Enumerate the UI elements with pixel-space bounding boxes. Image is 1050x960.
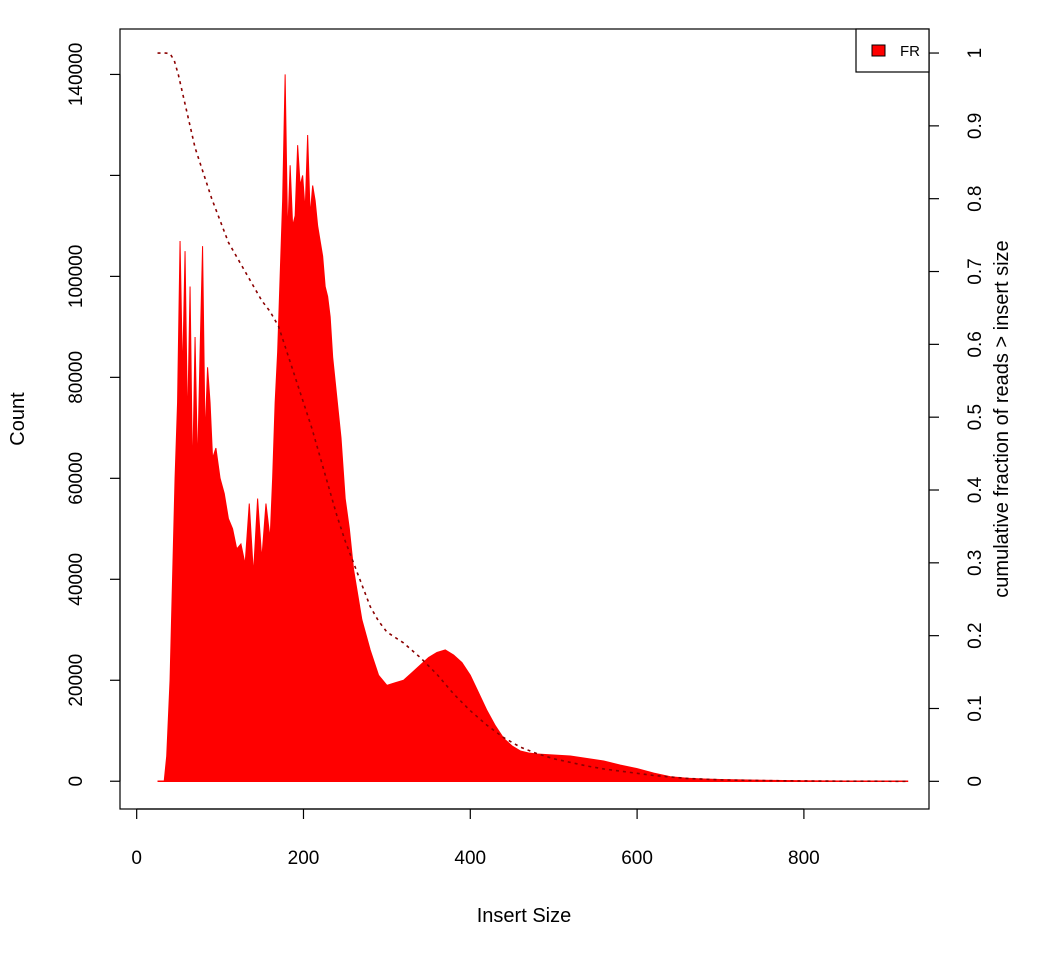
y-tick-label: 80000 <box>66 351 87 404</box>
y-axis-title: Count <box>7 392 29 446</box>
histogram-area-fr <box>157 74 909 782</box>
legend-swatch-fr <box>871 44 886 57</box>
y2-tick-label: 0.4 <box>965 476 986 503</box>
legend-label-fr: FR <box>900 43 920 60</box>
cumulative-line-layer <box>157 52 909 783</box>
x-tick-label: 200 <box>288 848 320 869</box>
y-axis-left: 0 20000 40000 60000 80000 100000 140000 <box>66 43 121 787</box>
y2-tick-label: 0.7 <box>965 258 986 284</box>
y-tick-label: 140000 <box>66 43 87 106</box>
y-tick-label: 20000 <box>66 654 87 707</box>
y2-tick-label: 0.6 <box>965 331 986 357</box>
y2-tick-label: 0 <box>965 776 986 787</box>
x-axis: 0 200 400 600 800 <box>131 808 820 869</box>
x-axis-title: Insert Size <box>477 905 571 927</box>
y2-tick-label: 0.8 <box>965 185 986 211</box>
x-tick-label: 400 <box>454 848 486 869</box>
y-tick-label: 40000 <box>66 553 87 606</box>
histogram-area-layer <box>157 74 909 782</box>
y2-tick-label: 0.3 <box>965 550 986 576</box>
y2-tick-label: 0.2 <box>965 622 986 648</box>
legend: FR <box>855 28 930 73</box>
y-axis-right: 0 0.1 0.2 0.3 0.4 0.5 0.6 0.7 0.8 0.9 1 <box>928 48 986 787</box>
y2-tick-label: 0.9 <box>965 113 986 139</box>
y-tick-label: 0 <box>66 776 87 787</box>
y2-tick-label: 0.1 <box>965 695 986 721</box>
x-tick-label: 600 <box>621 848 653 869</box>
y2-axis-title: cumulative fraction of reads > insert si… <box>991 240 1013 597</box>
x-tick-label: 800 <box>788 848 820 869</box>
y-tick-label: 100000 <box>66 245 87 308</box>
y2-tick-label: 1 <box>965 48 986 59</box>
y-tick-label: 60000 <box>66 452 87 505</box>
legend-box <box>855 28 930 73</box>
y2-tick-label: 0.5 <box>965 404 986 430</box>
cumulative-fraction-line <box>157 52 909 783</box>
x-tick-label: 0 <box>131 848 142 869</box>
